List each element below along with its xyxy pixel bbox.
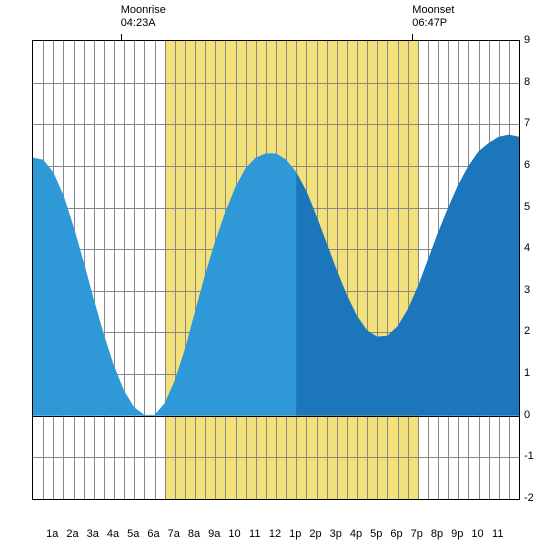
y-axis-tick-label: 9 [524,34,530,46]
y-axis-tick-label: 4 [524,242,530,254]
x-axis-tick-label: 11 [492,528,503,540]
y-axis-tick-label: 0 [524,409,530,421]
x-axis-tick-label: 1a [46,528,58,540]
x-axis-tick-label: 7a [168,528,180,540]
moon-event-time: 04:23A [121,17,166,30]
x-axis-tick-label: 2a [66,528,78,540]
x-axis-tick-label: 2p [309,528,321,540]
tide-fill-pm [296,135,519,416]
y-axis-tick-label: 1 [524,367,530,379]
zero-line [33,416,519,417]
x-axis-tick-label: 8a [188,528,200,540]
x-axis-tick-label: 10 [471,528,483,540]
y-axis-tick-label: -2 [524,492,534,504]
x-axis-tick-label: 11 [249,528,260,540]
moon-event-time: 06:47P [412,17,454,30]
tide-area [33,41,519,499]
tide-chart-container: Moonrise04:23AMoonset06:47P -2-101234567… [0,0,550,550]
x-axis-tick-label: 6p [390,528,402,540]
tide-fill-am [33,153,296,415]
x-axis-tick-label: 6a [147,528,159,540]
moon-event-name: Moonrise [121,4,166,17]
x-axis-tick-label: 3p [330,528,342,540]
y-axis-tick-label: 3 [524,284,530,296]
moonset-label: Moonset06:47P [412,4,454,30]
x-axis-tick-label: 4a [107,528,119,540]
x-axis-tick-label: 5p [370,528,382,540]
x-axis-tick-label: 5a [127,528,139,540]
x-axis-tick-label: 12 [269,528,281,540]
y-axis-tick-label: -1 [524,450,534,462]
y-axis-tick-label: 6 [524,159,530,171]
y-axis-tick-label: 8 [524,76,530,88]
x-axis-tick-label: 9p [451,528,463,540]
x-axis-tick-label: 4p [350,528,362,540]
x-axis-tick-label: 3a [87,528,99,540]
chart-plot-area [32,40,520,500]
y-axis-tick-label: 2 [524,325,530,337]
x-axis-tick-label: 7p [411,528,423,540]
x-axis-tick-label: 10 [228,528,240,540]
y-axis-tick-label: 7 [524,117,530,129]
x-axis-tick-label: 1p [289,528,301,540]
x-axis-tick-label: 8p [431,528,443,540]
x-axis-tick-label: 9a [208,528,220,540]
y-axis-tick-label: 5 [524,201,530,213]
moonrise-label: Moonrise04:23A [121,4,166,30]
moon-event-name: Moonset [412,4,454,17]
